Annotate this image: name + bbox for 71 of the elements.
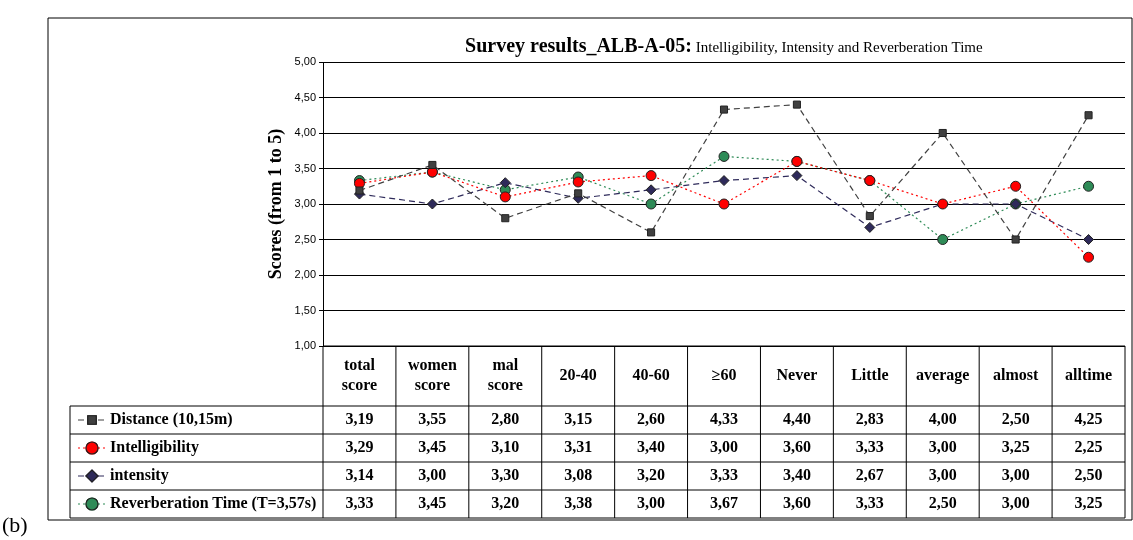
data-label: 3,25 bbox=[1001, 438, 1030, 456]
x-tick-label: average bbox=[916, 366, 970, 385]
data-label: 3,30 bbox=[491, 466, 520, 484]
x-tick-label: almost bbox=[992, 366, 1039, 384]
x-tick-label: Little bbox=[851, 366, 889, 384]
text: (b) bbox=[2, 512, 28, 538]
data-label: 3,00 bbox=[710, 438, 738, 456]
y-axis-title: Scores (from 1 to 5) bbox=[265, 128, 287, 280]
data-label: 3,14 bbox=[345, 466, 374, 484]
data-label: 3,25 bbox=[1074, 494, 1103, 512]
data-label: 3,00 bbox=[928, 438, 957, 456]
x-tick-label: ≥60 bbox=[711, 366, 737, 384]
data-label: 3,29 bbox=[345, 438, 374, 456]
data-label: 3,00 bbox=[1001, 494, 1030, 512]
y-tick-label: 1,00 bbox=[294, 339, 317, 352]
data-label: 3,00 bbox=[928, 466, 957, 484]
x-tick-label: Never bbox=[776, 366, 818, 384]
data-label: 3,40 bbox=[782, 466, 811, 484]
data-label: 3,45 bbox=[418, 494, 447, 512]
data-label: 3,60 bbox=[782, 494, 811, 512]
y-tick-label: 2,00 bbox=[294, 268, 317, 281]
data-label: 3,33 bbox=[855, 438, 884, 456]
legend-label: intensity bbox=[110, 466, 169, 485]
data-label: 2,25 bbox=[1074, 438, 1103, 456]
data-label: 3,20 bbox=[637, 466, 666, 484]
x-tick-label: women score bbox=[407, 356, 457, 394]
legend-label: Reverberation Time (T=3,57s) bbox=[110, 494, 317, 513]
data-label: 3,00 bbox=[418, 466, 447, 484]
data-label: 4,33 bbox=[710, 410, 738, 428]
data-label: 3,33 bbox=[710, 466, 738, 484]
data-label: 3,00 bbox=[1001, 466, 1030, 484]
y-tick-label: 1,50 bbox=[294, 303, 317, 316]
data-label: 3,08 bbox=[564, 466, 593, 484]
y-tick-label: 4,50 bbox=[294, 90, 317, 103]
data-label: 3,33 bbox=[855, 494, 884, 512]
data-label: 3,15 bbox=[564, 410, 593, 428]
data-label: 3,67 bbox=[710, 494, 738, 512]
x-tick-label: mal score bbox=[487, 356, 523, 394]
y-tick-label: 4,00 bbox=[294, 126, 317, 139]
data-label: 3,20 bbox=[491, 494, 520, 512]
x-tick-label: 40-60 bbox=[632, 366, 670, 384]
data-label: 2,50 bbox=[928, 494, 957, 512]
data-label: 2,60 bbox=[637, 410, 666, 428]
data-label: 3,10 bbox=[491, 438, 520, 456]
y-tick-label: 2,50 bbox=[294, 232, 317, 245]
data-label: 2,80 bbox=[491, 410, 520, 428]
chart-title: Survey results_ALB-A-05: Intelligibility, Intensity and Reverberation Time bbox=[465, 34, 983, 57]
data-label: 3,00 bbox=[637, 494, 666, 512]
data-label: 2,83 bbox=[855, 410, 884, 428]
data-label: 2,67 bbox=[855, 466, 884, 484]
data-label: 3,55 bbox=[418, 410, 447, 428]
x-tick-label: total score bbox=[341, 356, 378, 394]
y-tick-label: 3,50 bbox=[294, 161, 317, 174]
data-label: 4,25 bbox=[1074, 410, 1103, 428]
data-label: 3,33 bbox=[345, 494, 374, 512]
x-tick-label: 20-40 bbox=[559, 366, 597, 384]
data-label: 4,00 bbox=[928, 410, 957, 428]
data-label: 2,50 bbox=[1001, 410, 1030, 428]
data-label: 4,40 bbox=[782, 410, 811, 428]
data-label: 3,31 bbox=[564, 438, 593, 456]
data-label: 3,60 bbox=[782, 438, 811, 456]
y-tick-label: 5,00 bbox=[294, 55, 317, 68]
data-label: 3,38 bbox=[564, 494, 593, 512]
x-tick-label: alltime bbox=[1065, 366, 1113, 384]
legend-label: Intelligibility bbox=[110, 438, 199, 457]
legend-label: Distance (10,15m) bbox=[110, 410, 233, 429]
data-label: 3,45 bbox=[418, 438, 447, 456]
data-label: 3,40 bbox=[637, 438, 666, 456]
data-label: 2,50 bbox=[1074, 466, 1103, 484]
data-label: 3,19 bbox=[345, 410, 374, 428]
y-tick-label: 3,00 bbox=[294, 197, 317, 210]
